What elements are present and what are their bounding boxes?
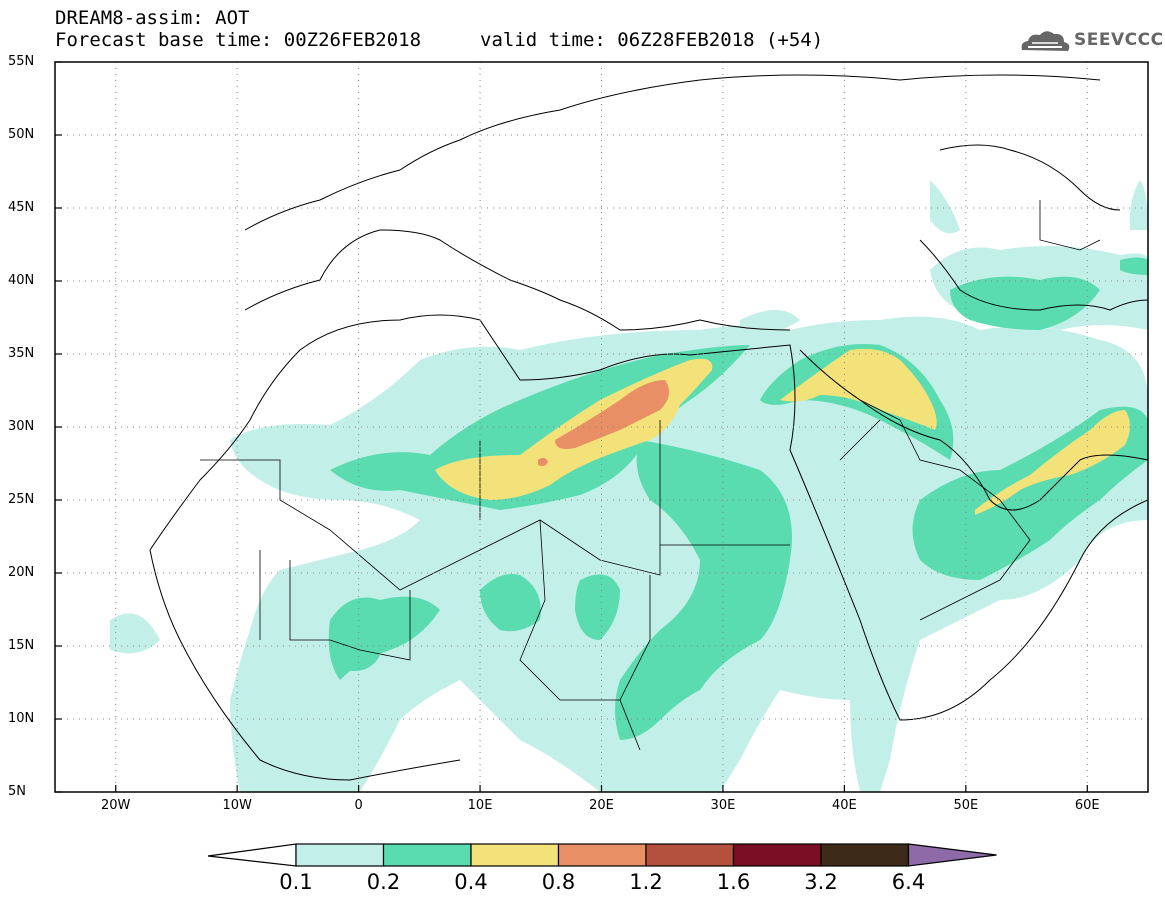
colorbar-label: 0.4: [454, 870, 488, 894]
colorbar-box: [470, 843, 560, 867]
lat-label: 40N: [8, 273, 35, 288]
lat-label: 45N: [8, 200, 35, 215]
grid-lines: [55, 62, 1148, 792]
colorbar-under-arrow: [207, 843, 297, 867]
lat-label: 20N: [8, 565, 35, 580]
logo-text: SEEVCCC: [1074, 30, 1164, 50]
lon-label: 30E: [710, 798, 736, 813]
colorbar-box: [820, 843, 910, 867]
colorbar-label: 1.6: [716, 870, 751, 894]
colorbar-over-arrow: [907, 843, 997, 867]
colorbar-label: 1.2: [629, 870, 663, 894]
colorbar-label: 6.4: [891, 870, 926, 894]
colorbar-box: [732, 843, 822, 867]
colorbar-box: [295, 843, 385, 867]
colorbar-label: 0.1: [279, 870, 313, 894]
valid-time: valid time: 06Z28FEB2018 (+54): [480, 29, 824, 51]
lat-label: 10N: [8, 711, 35, 726]
colorbar-label: 0.8: [541, 870, 576, 894]
lon-label: 20E: [589, 798, 614, 813]
lat-label: 50N: [8, 127, 35, 142]
lon-label: 10W: [222, 798, 252, 813]
colorbar: [207, 843, 997, 867]
aot-level-0.8: [538, 380, 669, 466]
coastlines: [149, 74, 1148, 781]
colorbar-label: 0.2: [366, 870, 401, 894]
country-borders: [200, 200, 1101, 751]
colorbar-label: 3.2: [804, 870, 838, 894]
forecast-base-time: Forecast base time: 00Z26FEB2018: [55, 29, 422, 51]
lat-label: 30N: [8, 419, 35, 434]
lon-label: 40E: [831, 798, 857, 813]
lat-label: 25N: [8, 492, 35, 507]
lon-label: 50E: [953, 798, 979, 813]
colorbar-box: [645, 843, 735, 867]
map-title: DREAM8-assim: AOT: [55, 7, 250, 29]
lat-label: 55N: [8, 54, 35, 69]
lon-label: 20W: [101, 798, 131, 813]
cloud-logo-icon: [1021, 31, 1070, 51]
lat-label: 35N: [8, 346, 35, 361]
lat-label: 5N: [8, 784, 26, 799]
lon-label: 10E: [467, 798, 493, 813]
lat-label: 15N: [8, 638, 35, 653]
lon-label: 0: [354, 798, 363, 813]
colorbar-box: [557, 843, 647, 867]
colorbar-box: [382, 843, 472, 867]
lon-label: 60E: [1074, 798, 1100, 813]
